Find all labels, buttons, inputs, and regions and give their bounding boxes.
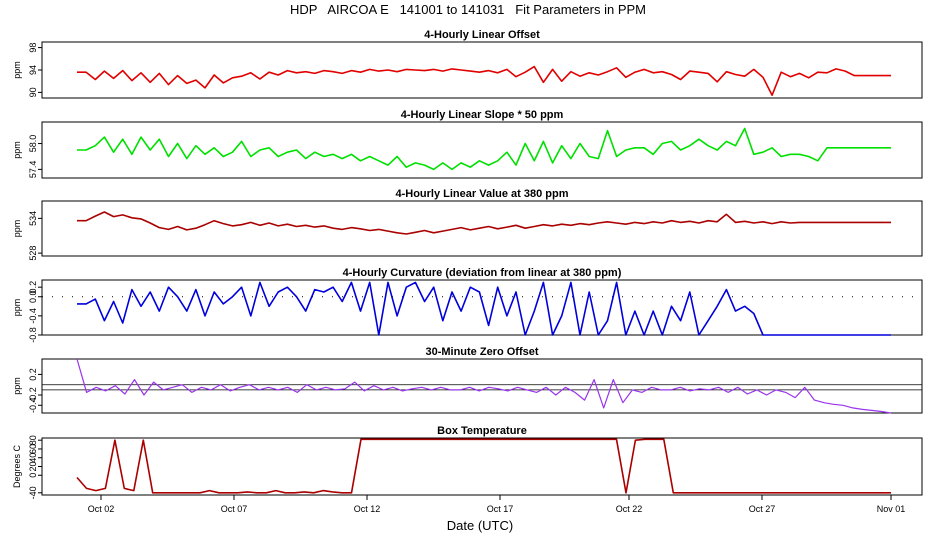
panel-title: 4-Hourly Curvature (deviation from linea… xyxy=(343,267,622,279)
series-line xyxy=(76,358,892,414)
chart-title: HDP AIRCOA E 141001 to 141031 Fit Parame… xyxy=(290,2,646,17)
panel-frame xyxy=(41,279,923,336)
panel-1: 4-Hourly Linear Offset 90 94 98 ppm xyxy=(12,29,923,99)
panel-title: 4-Hourly Linear Slope * 50 ppm xyxy=(401,109,564,121)
x-tick-label: Oct 12 xyxy=(354,504,381,514)
panel-4: 4-Hourly Curvature (deviation from linea… xyxy=(12,267,923,343)
panel-frame xyxy=(41,121,923,179)
y-tick-label: 0.2 xyxy=(28,368,38,381)
x-axis-label: Date (UTC) xyxy=(446,518,514,533)
y-tick-label: 20 xyxy=(28,461,38,471)
y-axis-label: Degrees C xyxy=(12,444,22,488)
y-tick-label: 98 xyxy=(28,43,38,53)
y-tick-label: 57.4 xyxy=(28,161,38,179)
panel-frame xyxy=(41,358,923,414)
x-tick-label: Oct 17 xyxy=(487,504,514,514)
y-tick-label: 0.0 xyxy=(28,290,38,303)
x-tick-label: Oct 07 xyxy=(221,504,248,514)
y-tick-label: 80 xyxy=(28,435,38,445)
y-axis-label: ppm xyxy=(12,141,22,159)
x-tick-label: Oct 27 xyxy=(749,504,776,514)
panel-frame xyxy=(41,437,923,496)
y-axis-label: ppm xyxy=(12,220,22,238)
y-tick-label: 60 xyxy=(28,444,38,454)
y-axis-label: ppm xyxy=(12,377,22,395)
x-tick-label: Oct 22 xyxy=(616,504,643,514)
y-tick-label: -40 xyxy=(28,486,38,499)
panel-frame xyxy=(41,200,923,257)
y-axis-label: ppm xyxy=(12,299,22,317)
panel-title: 30-Minute Zero Offset xyxy=(425,346,538,358)
series-line xyxy=(77,65,891,96)
panel-2: 4-Hourly Linear Slope * 50 ppm 57.4 58.0 pp… xyxy=(12,109,923,179)
panel-3: 4-Hourly Linear Value at 380 ppm 528 534 pp… xyxy=(12,188,923,261)
y-tick-label: 58.0 xyxy=(28,135,38,153)
panel-frame xyxy=(41,41,923,99)
y-tick-label: 40 xyxy=(28,453,38,463)
series-line xyxy=(77,211,891,235)
x-tick-label: Oct 02 xyxy=(88,504,115,514)
y-tick-label: 528 xyxy=(28,246,38,261)
series-line xyxy=(77,281,891,336)
series-line xyxy=(76,438,891,494)
x-tick-label: Nov 01 xyxy=(877,504,906,514)
y-tick-label: 94 xyxy=(28,65,38,75)
y-tick-label: -0.4 xyxy=(28,398,38,414)
panel-title: 4-Hourly Linear Offset xyxy=(424,29,540,41)
panel-title: 4-Hourly Linear Value at 380 ppm xyxy=(395,188,568,200)
y-tick-label: 0 xyxy=(28,473,38,478)
y-axis-label: ppm xyxy=(12,61,22,79)
y-tick-label: -0.8 xyxy=(28,327,38,343)
y-tick-label: 90 xyxy=(28,87,38,97)
series-line xyxy=(77,127,891,171)
y-tick-label: -0.2 xyxy=(28,387,38,403)
panel-5: 30-Minute Zero Offset -0.4-0.2 0.2 ppm xyxy=(12,346,923,414)
y-tick-label: 0.2 xyxy=(28,281,38,294)
panel-title: Box Temperature xyxy=(437,425,527,437)
y-tick-label: 534 xyxy=(28,211,38,226)
y-tick-label: -0.4 xyxy=(28,308,38,324)
